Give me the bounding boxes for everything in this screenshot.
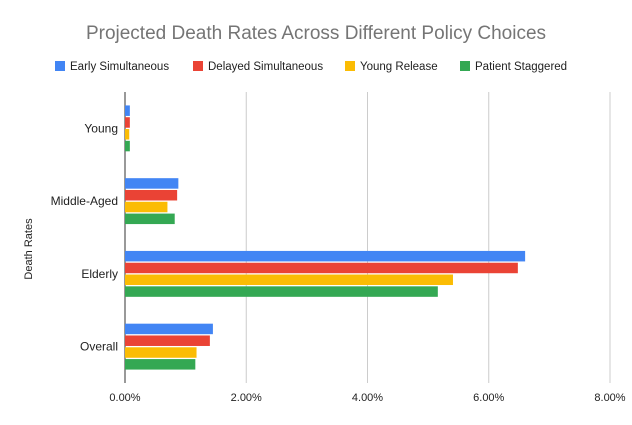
category-label-young: Young [84,121,118,135]
bar-elderly-early-simultaneous [125,250,526,262]
legend-swatch-young-release [345,61,355,71]
category-label-elderly: Elderly [81,267,118,281]
bar-elderly-young-release [125,274,453,286]
x-tick-label: 2.00% [231,392,262,404]
bar-elderly-patient-staggered [125,286,438,297]
category-labels: Young Middle-Aged Elderly Overall [51,121,118,353]
bar-overall-young-release [125,347,197,358]
legend-label-young-release: Young Release [360,61,438,73]
legend-item-delayed-simultaneous[interactable]: Delayed Simultaneous [193,61,323,73]
legend-label-patient-staggered: Patient Staggered [475,61,567,73]
bar-middle-aged-patient-staggered [125,213,175,225]
bars [125,105,526,370]
legend-swatch-delayed-simultaneous [193,61,203,71]
gridlines [124,92,611,383]
legend: Early Simultaneous Delayed Simultaneous Yo… [55,61,567,73]
bar-middle-aged-early-simultaneous [125,178,179,189]
x-tick-label: 4.00% [352,392,383,404]
bar-middle-aged-young-release [125,201,168,213]
x-tick-label: 8.00% [594,392,625,404]
bar-young-delayed-simultaneous [125,117,130,128]
x-tick-label: 0.00% [109,392,140,404]
legend-label-early-simultaneous: Early Simultaneous [70,61,169,73]
x-tick-label: 6.00% [473,392,504,404]
bar-middle-aged-delayed-simultaneous [125,189,178,201]
bar-overall-delayed-simultaneous [125,335,210,346]
bar-young-young-release [125,129,130,140]
legend-swatch-patient-staggered [460,61,470,71]
category-label-overall: Overall [80,340,118,354]
category-label-middle-aged: Middle-Aged [51,194,118,208]
bar-young-patient-staggered [125,140,130,152]
bar-overall-early-simultaneous [125,323,213,335]
x-tick-labels: 0.00% 2.00% 4.00% 6.00% 8.00% [109,392,625,404]
y-axis-label: Death Rates [23,218,35,280]
bar-elderly-delayed-simultaneous [125,262,518,274]
legend-item-patient-staggered[interactable]: Patient Staggered [460,61,567,73]
legend-swatch-early-simultaneous [55,61,65,71]
legend-item-young-release[interactable]: Young Release [345,61,438,73]
bar-overall-patient-staggered [125,359,196,370]
bar-young-early-simultaneous [125,105,130,116]
legend-item-early-simultaneous[interactable]: Early Simultaneous [55,61,169,73]
chart-title: Projected Death Rates Across Different P… [86,23,546,44]
legend-label-delayed-simultaneous: Delayed Simultaneous [208,61,323,73]
